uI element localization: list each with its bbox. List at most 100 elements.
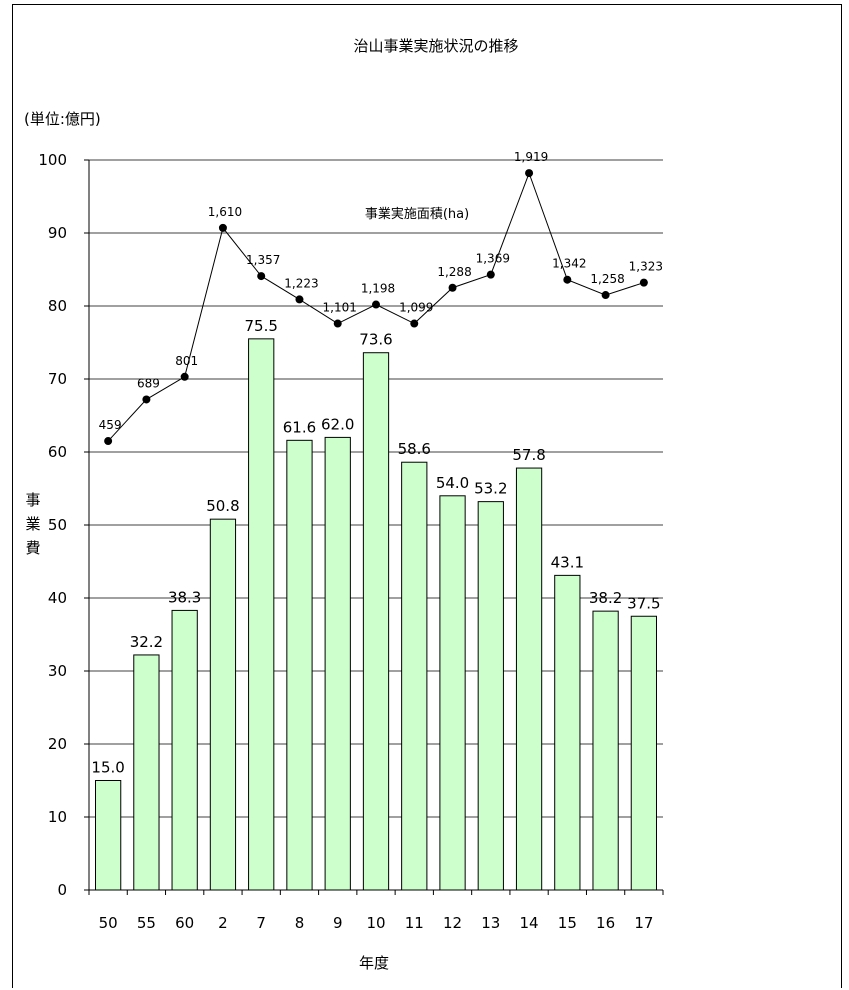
bar-data-label: 50.8	[206, 497, 239, 515]
line-point	[563, 275, 572, 284]
bar	[362, 352, 390, 891]
line-data-label: 1,288	[437, 265, 471, 279]
bar-data-label: 38.2	[589, 589, 622, 607]
line-data-label: 1,323	[629, 260, 663, 274]
y-axis-title: 事業費	[25, 491, 40, 557]
x-tick-label: 14	[520, 914, 539, 932]
bars	[95, 338, 657, 891]
x-axis-title: 年度	[359, 954, 389, 972]
bar	[401, 461, 428, 891]
y-tick-label: 80	[48, 297, 67, 315]
line-point	[180, 372, 189, 381]
line-point	[257, 272, 266, 281]
bar	[477, 501, 504, 891]
line-data-label: 1,198	[361, 282, 395, 296]
line-point	[104, 437, 113, 446]
line-data-label: 801	[175, 354, 198, 368]
x-tick-label: 2	[218, 914, 228, 932]
y-axis-title-char: 業	[25, 515, 40, 533]
x-tick-label: 50	[99, 914, 118, 932]
x-tick-label: 16	[596, 914, 615, 932]
bar-data-label: 53.2	[474, 480, 507, 498]
line-point	[448, 283, 457, 292]
bar-data-label: 57.8	[512, 446, 545, 464]
bar-data-label: 37.5	[627, 594, 660, 612]
y-axis-title-char: 費	[25, 539, 40, 557]
line-data-label: 1,101	[323, 301, 357, 315]
bar	[248, 338, 275, 891]
line-point	[525, 169, 534, 178]
line-data-label: 1,357	[246, 253, 280, 267]
y-axis-title-char: 事	[25, 491, 40, 509]
y-tick-label: 0	[57, 881, 67, 899]
line-point	[372, 300, 380, 309]
line-data-label: 1,099	[399, 301, 433, 315]
y-tick-label: 40	[48, 589, 67, 607]
bar-data-label: 73.6	[359, 331, 392, 349]
x-tick-label: 8	[295, 914, 305, 932]
line-data-label: 1,258	[590, 272, 624, 286]
x-tick-label: 17	[634, 914, 653, 932]
x-tick-label: 55	[137, 914, 156, 932]
line-data-label: 459	[99, 418, 122, 432]
bar	[515, 467, 543, 891]
line-point	[601, 291, 610, 300]
bar-data-label: 58.6	[398, 440, 431, 458]
line-series-name: 事業実施面積(ha)	[365, 206, 469, 222]
line-data-label: 1,919	[514, 150, 548, 164]
bar	[133, 654, 160, 891]
line-point	[410, 319, 419, 328]
bar-data-label: 38.3	[168, 588, 201, 606]
bar	[95, 780, 122, 891]
y-tick-label: 100	[38, 151, 67, 169]
axes	[84, 159, 664, 895]
y-tick-label: 20	[48, 735, 67, 753]
line-point	[142, 395, 151, 404]
y-tick-label: 30	[48, 662, 67, 680]
unit-label: (単位:億円)	[24, 110, 101, 128]
bar	[592, 610, 619, 891]
x-tick-label: 11	[405, 914, 424, 932]
x-tick-label: 10	[366, 914, 385, 932]
chart-title: 治山事業実施状況の推移	[353, 37, 518, 55]
line-data-label: 689	[137, 376, 160, 390]
chart-frame	[12, 4, 842, 988]
y-tick-label: 10	[48, 808, 67, 826]
bar	[286, 439, 313, 891]
x-tick-labels: 50 55 60 2 7 8 9 10 11 12 13 14 15 16 17	[99, 914, 654, 932]
bar-data-label: 54.0	[436, 474, 469, 492]
y-tick-label: 50	[48, 516, 67, 534]
bar	[630, 615, 657, 891]
line-data-label: 1,610	[208, 205, 242, 219]
bar-data-label: 62.0	[321, 415, 354, 433]
y-tick-label: 70	[48, 370, 67, 388]
x-tick-label: 9	[333, 914, 343, 932]
bar	[439, 495, 466, 891]
bar	[171, 609, 198, 891]
line-data-label: 1,342	[552, 257, 586, 271]
x-tick-label: 7	[256, 914, 266, 932]
line-point	[333, 319, 342, 328]
y-tick-label: 60	[48, 443, 67, 461]
bar-data-label: 43.1	[551, 553, 584, 571]
line-point	[295, 295, 304, 304]
y-tick-labels: 0 10 20 30 40 50 60 70 80 90 100	[38, 151, 67, 899]
bar-data-label: 61.6	[283, 418, 316, 436]
bar-data-label: 75.5	[244, 317, 277, 335]
bar-labels: 15.0 32.2 38.3 50.8 75.5 61.6 62.0 73.6 58.6 54.0…	[91, 317, 660, 777]
bar	[209, 518, 237, 891]
line-point	[218, 223, 227, 232]
bar-data-label: 32.2	[130, 633, 163, 651]
x-tick-label: 15	[558, 914, 577, 932]
x-tick-label: 60	[175, 914, 194, 932]
line-data-label: 1,369	[476, 252, 510, 266]
bar	[554, 574, 581, 891]
line-data-label: 1,223	[284, 276, 318, 290]
bar	[324, 436, 351, 891]
bar-data-label: 15.0	[91, 759, 124, 777]
y-tick-label: 90	[48, 224, 67, 242]
x-tick-label: 12	[443, 914, 462, 932]
x-tick-label: 13	[481, 914, 500, 932]
line-point	[639, 278, 648, 287]
